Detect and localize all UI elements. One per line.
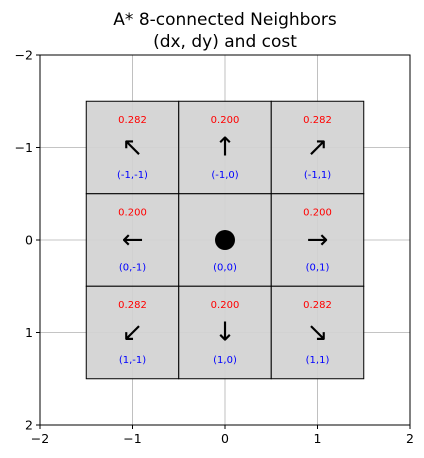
cost-label: 0.282 <box>118 115 147 126</box>
cost-label: 0.282 <box>303 300 332 311</box>
neighbor-cell <box>270 285 365 380</box>
offset-label: (-1,-1) <box>117 170 148 181</box>
arrow-up-right-icon: ↗ <box>307 133 329 163</box>
x-tick-label: −1 <box>123 431 141 446</box>
arrow-right-icon: → <box>307 225 329 255</box>
center-dot-icon <box>215 230 235 250</box>
offset-label: (0,-1) <box>119 262 146 273</box>
offset-label: (0,0) <box>213 262 237 273</box>
offset-label: (1,-1) <box>119 355 146 366</box>
arrow-left-icon: ← <box>122 225 144 255</box>
arrow-up-icon: ↑ <box>214 133 236 163</box>
cost-label: 0.282 <box>118 300 147 311</box>
y-tick-label: 2 <box>25 418 33 433</box>
x-tick-label: 2 <box>406 431 414 446</box>
offset-label: (1,0) <box>213 355 237 366</box>
cost-label: 0.200 <box>211 115 240 126</box>
neighbor-cell <box>85 285 180 380</box>
arrow-down-icon: ↓ <box>214 318 236 348</box>
cost-label: 0.200 <box>118 208 147 219</box>
x-tick-label: −2 <box>31 431 49 446</box>
arrow-up-left-icon: ↖ <box>122 133 144 163</box>
x-tick-label: 1 <box>314 431 322 446</box>
cost-label: 0.282 <box>303 115 332 126</box>
x-tick-label: 0 <box>221 431 229 446</box>
arrow-down-right-icon: ↘ <box>307 318 329 348</box>
neighbor-cell <box>178 285 272 380</box>
offset-label: (-1,1) <box>304 170 331 181</box>
offset-label: (0,1) <box>306 262 330 273</box>
offset-label: (1,1) <box>306 355 330 366</box>
neighbor-cells: 0.282 ↖ (-1,-1) 0.200 ↑ (-1,0) 0.282 ↗ (-1,1) 0.2… <box>85 100 365 380</box>
y-tick-label: −1 <box>15 140 33 155</box>
neighbor-cell <box>178 100 272 195</box>
neighbor-cell <box>270 193 365 287</box>
y-tick-label: −2 <box>15 48 33 63</box>
y-tick-label: 1 <box>25 325 33 340</box>
chart-title-line-1: A* 8-connected Neighbors <box>113 10 337 30</box>
arrow-down-left-icon: ↙ <box>122 318 144 348</box>
y-tick-label: 0 <box>25 233 33 248</box>
cost-label: 0.200 <box>303 208 332 219</box>
neighbor-cell <box>85 193 180 287</box>
offset-label: (-1,0) <box>211 170 238 181</box>
cost-label: 0.200 <box>211 300 240 311</box>
chart-title-line-2: (dx, dy) and cost <box>153 32 297 52</box>
